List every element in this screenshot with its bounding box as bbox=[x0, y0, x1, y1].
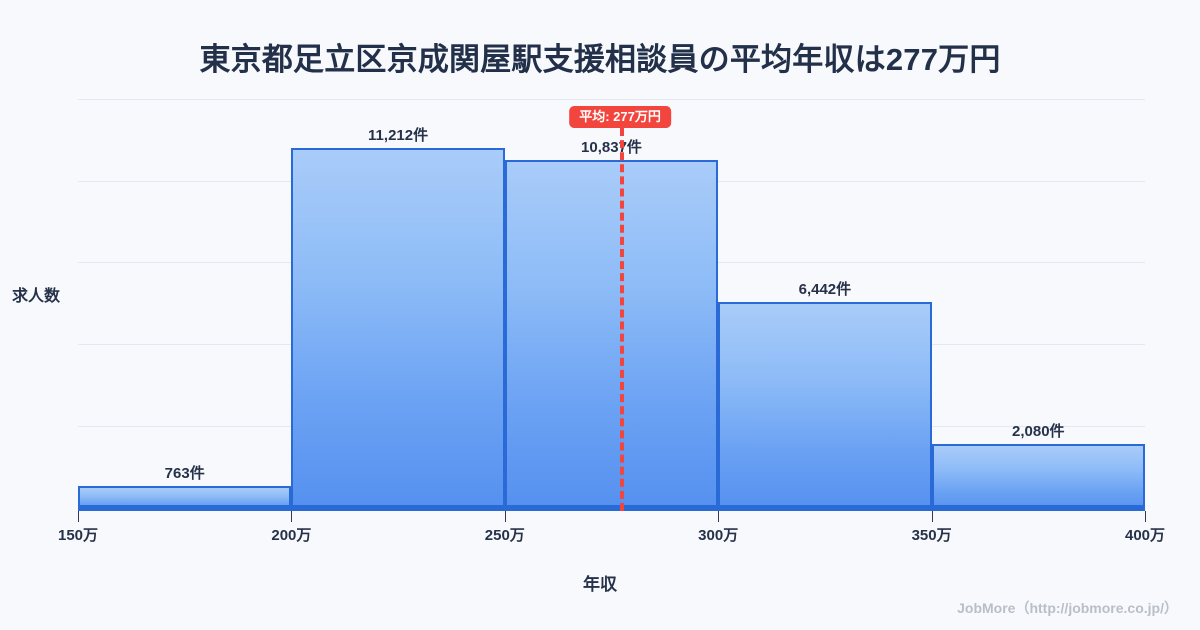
bar-value-label: 763件 bbox=[164, 465, 205, 483]
x-tick-mark bbox=[931, 511, 933, 522]
average-badge: 平均: 277万円 bbox=[569, 106, 671, 128]
histogram-bar[interactable] bbox=[718, 302, 932, 511]
x-tick-label: 350万 bbox=[911, 527, 952, 544]
bar-value-label: 11,212件 bbox=[368, 126, 429, 144]
gridline bbox=[78, 99, 1145, 100]
watermark: JobMore（http://jobmore.co.jp/） bbox=[957, 600, 1178, 616]
x-axis-baseline bbox=[78, 505, 1145, 511]
histogram-bar[interactable] bbox=[931, 443, 1145, 511]
y-axis-label: 求人数 bbox=[12, 288, 61, 305]
x-tick-mark bbox=[291, 511, 293, 522]
x-tick-mark bbox=[504, 511, 506, 522]
x-axis-label: 年収 bbox=[583, 575, 617, 594]
histogram-bar[interactable] bbox=[291, 147, 505, 511]
x-tick-label: 150万 bbox=[57, 527, 99, 544]
chart-title: 東京都足立区京成関屋駅支援相談員の平均年収は277万円 bbox=[199, 42, 1001, 77]
bar-value-label: 6,442件 bbox=[798, 281, 852, 299]
bar-value-label: 10,837件 bbox=[581, 139, 642, 157]
bar-value-label: 2,080件 bbox=[1012, 422, 1065, 440]
x-tick-label: 250万 bbox=[484, 527, 525, 544]
histogram-bar[interactable] bbox=[504, 160, 719, 511]
plot-area bbox=[78, 90, 1145, 511]
x-tick-mark bbox=[718, 511, 720, 522]
x-tick-mark bbox=[1145, 511, 1146, 522]
average-line bbox=[620, 128, 625, 511]
x-tick-label: 300万 bbox=[698, 527, 739, 544]
x-tick-mark bbox=[78, 511, 79, 522]
x-tick-label: 400万 bbox=[1124, 527, 1166, 544]
x-tick-label: 200万 bbox=[271, 527, 312, 544]
